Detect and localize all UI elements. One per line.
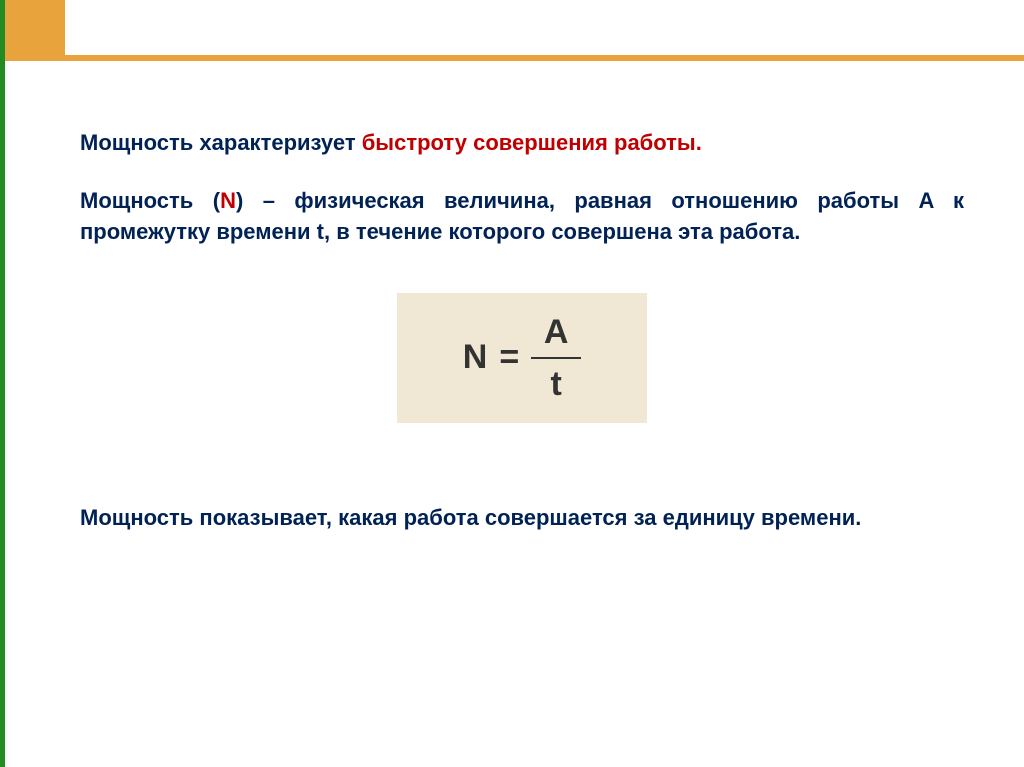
formula: N = A t: [463, 315, 581, 401]
formula-lhs: N: [463, 338, 488, 377]
formula-numerator: A: [544, 315, 569, 351]
fraction-bar: [531, 357, 581, 359]
text-plain: Мощность характеризует: [80, 130, 362, 155]
top-accent-bar: [5, 55, 1024, 61]
definition-paragraph: Мощность (N) – физическая величина, равн…: [80, 186, 964, 248]
summary-line: Мощность показывает, какая работа соверш…: [80, 503, 964, 534]
symbol-n: N: [220, 188, 236, 213]
para-part1: Мощность (: [80, 188, 220, 213]
formula-equals: =: [499, 338, 519, 377]
formula-box: N = A t: [397, 293, 647, 423]
text-highlight: быстроту совершения работы.: [362, 130, 702, 155]
formula-fraction: A t: [531, 315, 581, 401]
slide-content: Мощность характеризует быстроту совершен…: [80, 130, 964, 533]
slide-left-border: [0, 0, 5, 767]
formula-denominator: t: [551, 365, 562, 401]
definition-line-1: Мощность характеризует быстроту совершен…: [80, 130, 964, 156]
top-left-accent-block: [5, 0, 65, 60]
